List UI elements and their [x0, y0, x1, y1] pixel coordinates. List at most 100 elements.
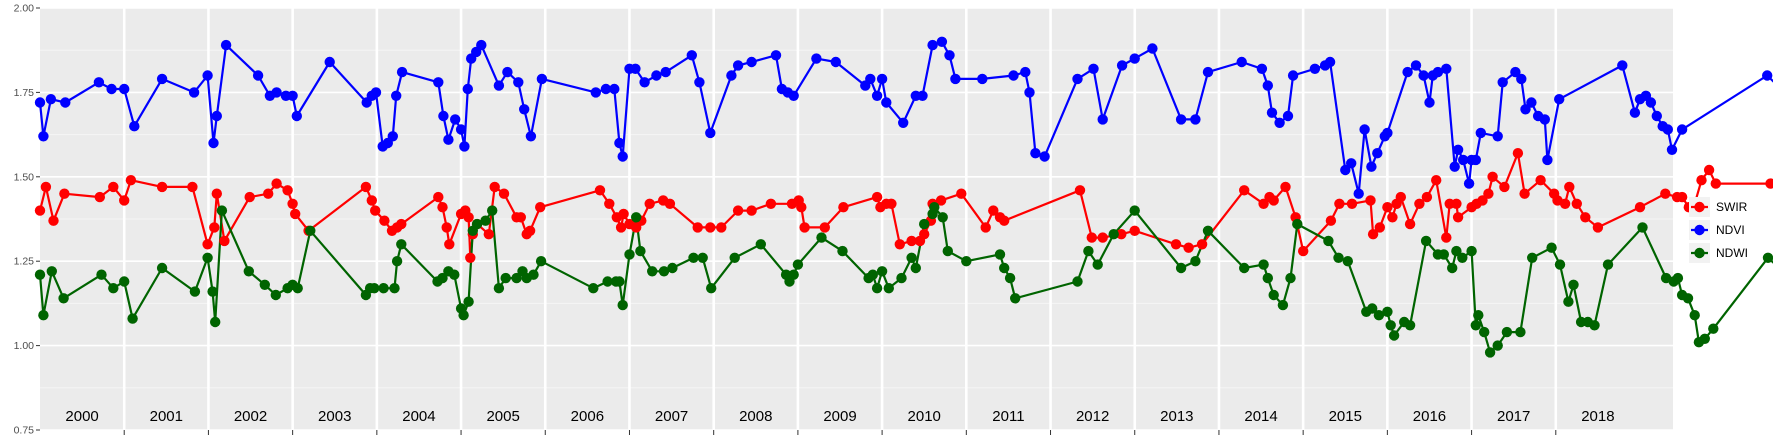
data-point-ndwi: [463, 296, 474, 307]
data-point-ndvi: [1449, 161, 1460, 172]
data-point-swir: [1660, 188, 1671, 199]
data-point-swir: [1487, 171, 1498, 182]
data-point-ndvi: [830, 56, 841, 68]
y-tick-label: 2.00: [14, 3, 35, 15]
data-point-ndwi: [1333, 252, 1344, 263]
data-point-swir: [1097, 232, 1108, 243]
data-point-ndwi: [706, 283, 717, 294]
data-point-swir: [692, 222, 703, 233]
data-point-swir: [1325, 215, 1337, 226]
data-point-ndwi: [896, 272, 907, 284]
data-point-ndvi: [443, 134, 454, 145]
data-point-swir: [796, 202, 807, 213]
data-point-swir: [746, 205, 757, 216]
data-point-ndwi: [961, 256, 972, 267]
data-point-ndvi: [271, 87, 282, 98]
data-point-ndvi: [1366, 161, 1377, 172]
y-tick-label: 1.00: [14, 340, 35, 352]
data-point-ndwi: [1447, 262, 1458, 274]
data-point-ndwi: [792, 259, 804, 270]
data-point-swir: [396, 218, 407, 230]
data-point-ndvi: [1020, 66, 1031, 78]
data-point-ndvi: [705, 127, 716, 139]
data-point-swir: [765, 198, 777, 209]
data-point-ndwi: [1277, 299, 1289, 311]
data-point-ndwi: [867, 269, 878, 280]
data-point-ndvi: [291, 110, 302, 122]
data-point-swir: [1334, 198, 1345, 209]
data-point-ndvi: [1629, 107, 1641, 118]
data-point-ndwi: [391, 256, 403, 267]
data-point-ndwi: [1457, 252, 1468, 263]
data-point-ndwi: [1202, 225, 1214, 236]
year-label: 2005: [486, 408, 519, 425]
data-point-swir: [988, 205, 999, 216]
data-point-ndwi: [1010, 293, 1021, 304]
data-point-ndwi: [1268, 289, 1279, 301]
data-point-ndwi: [1385, 320, 1396, 331]
data-point-ndvi: [1353, 188, 1364, 199]
y-tick-label: 0.75: [14, 425, 35, 437]
year-label: 2018: [1581, 408, 1614, 425]
data-point-ndvi: [433, 77, 444, 88]
data-point-swir: [1183, 242, 1194, 253]
data-point-ndvi: [1432, 66, 1444, 78]
data-point-ndvi: [1542, 154, 1553, 166]
data-point-ndwi: [1388, 330, 1400, 341]
data-point-ndvi: [438, 110, 449, 122]
data-point-ndwi: [1672, 272, 1684, 284]
data-point-ndvi: [1072, 73, 1083, 85]
data-point-swir: [1074, 185, 1086, 196]
data-point-ndvi: [1382, 127, 1393, 139]
data-point-swir: [1765, 178, 1773, 189]
data-point-ndwi: [729, 252, 740, 263]
data-point-ndwi: [471, 218, 483, 230]
data-point-ndwi: [1108, 229, 1119, 240]
data-point-ndvi: [519, 104, 530, 115]
data-point-ndwi: [1285, 272, 1296, 284]
data-point-ndvi: [1202, 66, 1214, 78]
data-point-swir: [1382, 202, 1393, 213]
data-point-swir: [1421, 191, 1433, 203]
data-point-ndvi: [936, 36, 948, 47]
year-label: 2016: [1413, 408, 1446, 425]
data-point-swir: [465, 252, 476, 263]
data-point-ndwi: [378, 283, 389, 294]
data-point-ndwi: [1373, 310, 1385, 321]
data-point-ndvi: [686, 50, 697, 61]
data-point-ndwi: [127, 313, 138, 324]
data-point-ndwi: [207, 286, 218, 297]
data-point-swir: [290, 208, 301, 220]
data-point-ndwi: [816, 232, 827, 243]
year-label: 2013: [1160, 408, 1193, 425]
data-point-swir: [94, 191, 106, 203]
data-point-ndwi: [202, 252, 213, 263]
data-point-ndvi: [1666, 144, 1678, 155]
data-point-ndwi: [658, 266, 670, 277]
data-point-ndvi: [639, 77, 650, 88]
data-point-ndvi: [370, 87, 382, 98]
data-point-ndwi: [292, 283, 303, 294]
data-point-ndwi: [1473, 310, 1484, 321]
data-point-ndwi: [535, 256, 547, 267]
data-point-swir: [1387, 212, 1398, 223]
data-point-ndwi: [1129, 205, 1140, 216]
data-point-ndwi: [108, 283, 119, 294]
data-point-ndwi: [38, 310, 49, 321]
data-point-ndvi: [1116, 60, 1128, 71]
data-point-ndwi: [1479, 326, 1490, 338]
data-point-ndvi: [1309, 63, 1321, 74]
data-point-ndwi: [449, 269, 460, 280]
data-point-ndvi: [977, 73, 988, 85]
data-point-ndwi: [243, 266, 254, 277]
data-point-swir: [1395, 191, 1407, 203]
data-point-ndvi: [651, 70, 662, 81]
y-axis: 0.75 1.00 1.25 1.50 1.75 2.00: [14, 3, 40, 437]
data-point-ndvi: [1526, 97, 1537, 108]
data-point-swir: [1431, 175, 1442, 186]
data-point-swir: [732, 205, 744, 216]
data-point-ndvi: [202, 70, 213, 81]
data-point-ndwi: [1292, 218, 1303, 230]
data-point-swir: [489, 181, 500, 193]
